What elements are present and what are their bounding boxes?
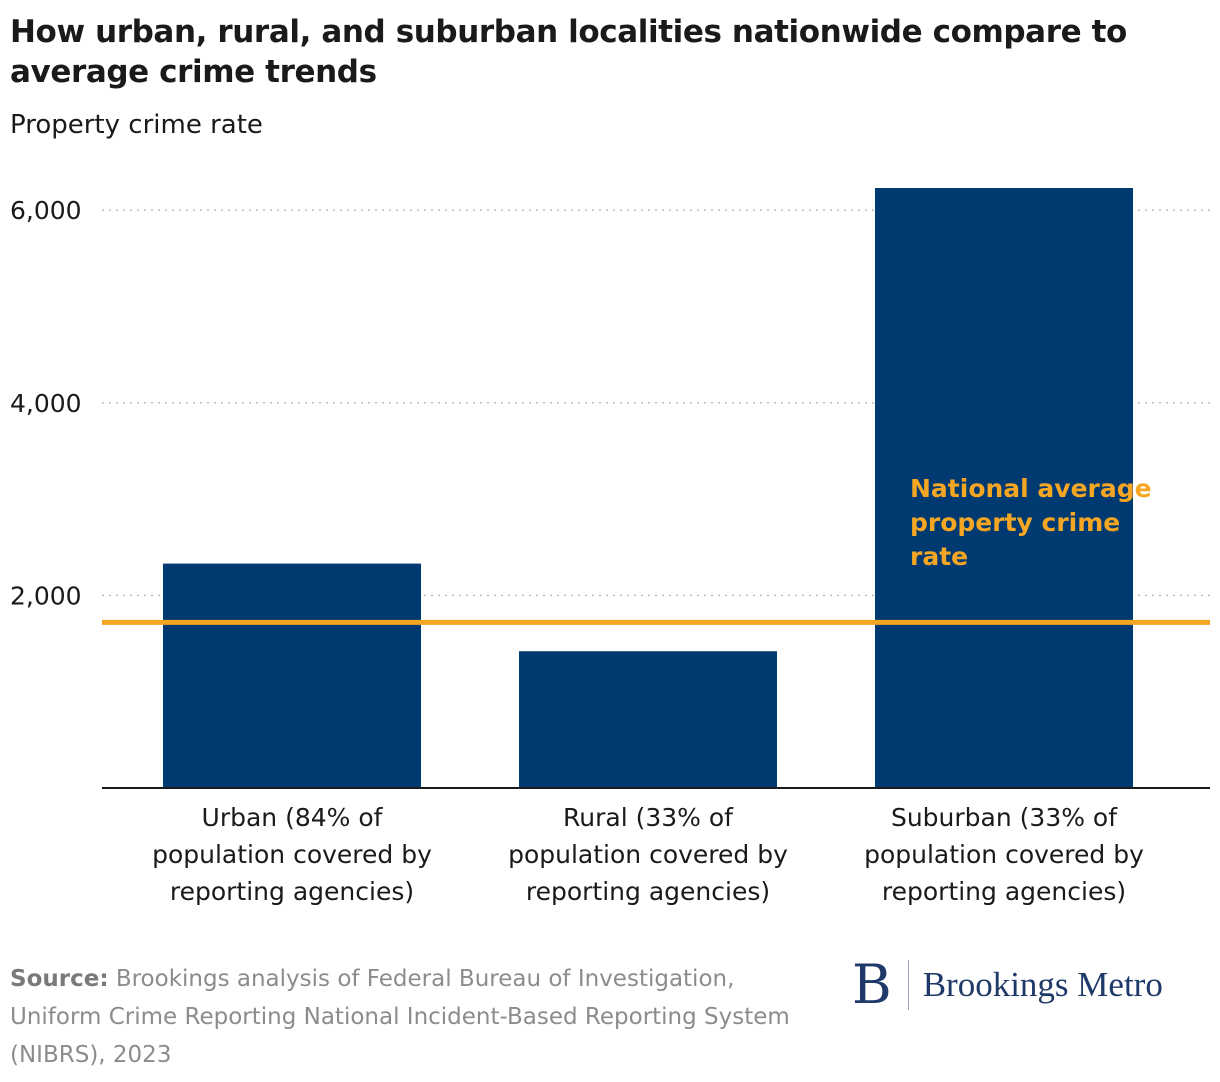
- source-label: Source:: [10, 966, 109, 992]
- bar: [163, 563, 421, 788]
- brookings-metro-logo: B Brookings Metro: [852, 955, 1163, 1015]
- y-tick-label: 2,000: [10, 581, 82, 610]
- x-category-label-line: population covered by: [864, 840, 1144, 869]
- bar: [519, 651, 777, 788]
- national-average-annotation-line: National average: [910, 474, 1152, 503]
- national-average-annotation-line: property crime: [910, 508, 1120, 537]
- x-category-label-line: reporting agencies): [526, 877, 770, 906]
- national-average-annotation-line: rate: [910, 542, 968, 571]
- logo-divider: [907, 960, 909, 1010]
- x-category-label-line: population covered by: [508, 840, 788, 869]
- chart-title: How urban, rural, and suburban localitie…: [10, 14, 1127, 90]
- logo-text: Brookings Metro: [922, 965, 1163, 1004]
- y-tick-label: 4,000: [10, 389, 82, 418]
- x-category-label-line: Suburban (33% of: [891, 803, 1118, 832]
- chart-subtitle: Property crime rate: [10, 110, 263, 140]
- x-category-label: Rural (33% of population covered by report…: [508, 803, 788, 906]
- source-note: Source: Brookings analysis of Federal Bu…: [10, 960, 810, 1074]
- logo-mark: B: [852, 953, 892, 1016]
- source-text: Brookings analysis of Federal Bureau of …: [10, 966, 790, 1068]
- bar: [875, 188, 1133, 788]
- bar-chart: 2,000 4,000 6,000 Urban (84% of population c…: [10, 188, 1210, 906]
- national-average-annotation: National average property crime rate: [910, 474, 1152, 571]
- x-category-label-line: reporting agencies): [882, 877, 1126, 906]
- y-tick-label: 6,000: [10, 196, 82, 225]
- x-category-label-line: population covered by: [152, 840, 432, 869]
- x-category-label: Urban (84% of population covered by report…: [152, 803, 432, 906]
- x-category-label-line: reporting agencies): [170, 877, 414, 906]
- x-category-label-line: Urban (84% of: [202, 803, 384, 832]
- x-category-label-line: Rural (33% of: [563, 803, 734, 832]
- x-category-label: Suburban (33% of population covered by rep…: [864, 803, 1144, 906]
